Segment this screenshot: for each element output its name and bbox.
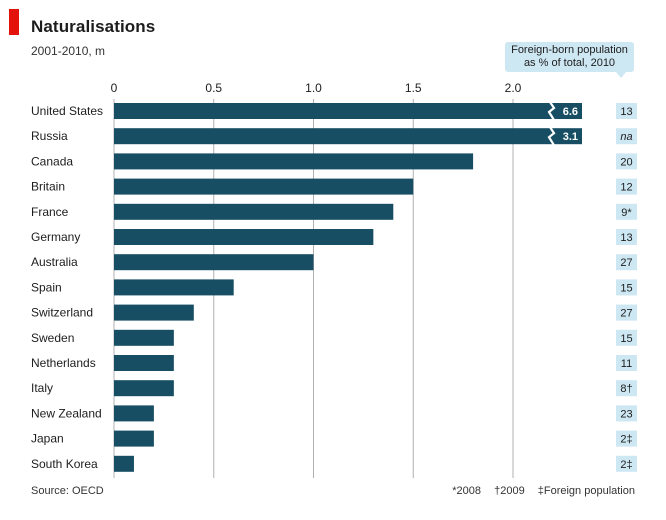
foreign-born-badge	[616, 103, 637, 119]
foreign-born-badge	[616, 279, 637, 296]
category-label: Canada	[31, 154, 73, 168]
bar	[114, 128, 582, 145]
brand-accent-bar	[9, 9, 19, 35]
foreign-born-badge	[616, 304, 637, 321]
x-tick-label: 0.5	[205, 81, 222, 95]
bar	[114, 380, 174, 397]
source-note: Source: OECD	[31, 485, 104, 497]
foreign-born-value: 27	[620, 257, 632, 269]
footnote-2008: *2008	[452, 485, 482, 497]
foreign-born-badge	[616, 203, 637, 220]
bar	[114, 229, 374, 245]
chart-title: Naturalisations	[31, 17, 156, 36]
bar	[114, 279, 234, 296]
data-label: 3.1	[563, 131, 578, 143]
chart-subtitle: 2001-2010, m	[31, 44, 106, 58]
category-label: France	[31, 205, 69, 219]
callout-line-2: as % of total, 2010	[523, 57, 616, 69]
category-label: Spain	[31, 280, 62, 294]
axis-break-mark	[547, 101, 556, 121]
foreign-born-value: 2‡	[620, 459, 632, 471]
category-label: Japan	[31, 432, 64, 446]
foreign-born-badge	[616, 329, 637, 346]
category-label: Russia	[31, 129, 68, 143]
category-label: Switzerland	[31, 306, 93, 320]
foreign-born-value: 11	[621, 358, 632, 370]
category-label: Italy	[31, 381, 53, 395]
foreign-born-badge	[616, 430, 637, 447]
footnote-2009: †2009	[494, 485, 525, 497]
bar	[114, 355, 174, 371]
bar	[114, 153, 474, 170]
foreign-born-badge	[616, 178, 637, 195]
category-label: South Korea	[31, 457, 98, 471]
x-tick-label: 0	[111, 81, 118, 95]
foreign-born-value: 15	[620, 282, 632, 294]
bar	[114, 329, 174, 346]
bar	[114, 103, 582, 119]
foreign-born-value: 9*	[621, 207, 632, 219]
bar	[114, 430, 154, 447]
category-label: Britain	[31, 180, 65, 194]
foreign-born-value: 13	[620, 106, 632, 118]
bar	[114, 254, 314, 271]
foreign-born-badge	[616, 254, 637, 271]
foreign-born-badge	[616, 229, 637, 245]
foreign-born-badge	[616, 405, 637, 422]
footnotes: *2008 †2009 ‡Foreign population	[452, 485, 635, 497]
category-label: Netherlands	[31, 356, 96, 370]
foreign-born-badge	[616, 153, 637, 170]
foreign-born-value: 20	[620, 156, 632, 168]
footnote-foreign-population: ‡Foreign population	[537, 485, 635, 497]
bar	[114, 203, 394, 220]
axis-break-mark	[547, 126, 556, 146]
foreign-born-callout: Foreign-born population as % of total, 2…	[505, 42, 634, 72]
category-label: United States	[31, 104, 103, 118]
foreign-born-badge	[616, 128, 637, 145]
bar	[114, 304, 194, 321]
category-label: Germany	[31, 230, 80, 244]
x-tick-label: 1.5	[405, 81, 422, 95]
bar	[114, 455, 134, 472]
category-label: New Zealand	[31, 406, 102, 420]
category-label: Sweden	[31, 331, 74, 345]
bar	[114, 178, 414, 195]
foreign-born-value: 8†	[620, 383, 632, 395]
foreign-born-value: 27	[620, 308, 632, 320]
callout-pointer	[616, 72, 626, 78]
x-tick-label: 2.0	[505, 81, 522, 95]
bar	[114, 405, 154, 422]
callout-line-1: Foreign-born population	[511, 44, 628, 56]
foreign-born-value: na	[620, 131, 632, 143]
x-tick-label: 1.0	[305, 81, 322, 95]
data-label: 6.6	[563, 106, 578, 118]
foreign-born-badge	[616, 380, 637, 397]
foreign-born-value: 2‡	[620, 434, 632, 446]
foreign-born-value: 15	[620, 333, 632, 345]
foreign-born-value: 12	[620, 182, 632, 194]
foreign-born-badge	[616, 455, 637, 472]
category-label: Australia	[31, 255, 78, 269]
foreign-born-value: 13	[620, 232, 632, 244]
foreign-born-value: 23	[620, 408, 632, 420]
foreign-born-badge	[616, 355, 637, 371]
